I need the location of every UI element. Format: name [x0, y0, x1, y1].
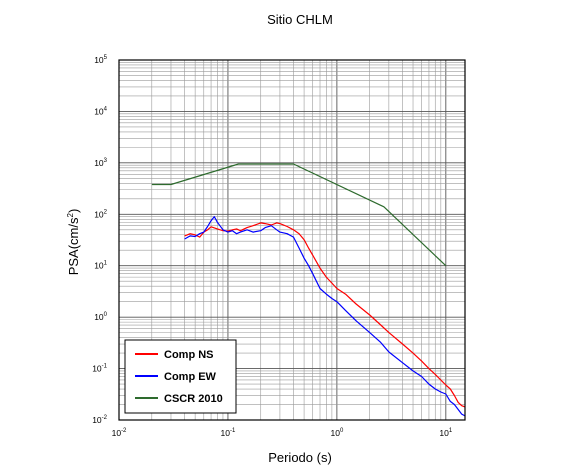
series-line-comp-ns	[184, 222, 466, 408]
chart-title: Sitio CHLM	[267, 12, 333, 27]
legend-label-cscr-2010: CSCR 2010	[164, 393, 223, 405]
plot-frame	[118, 59, 466, 421]
x-tick-label: 101	[439, 428, 452, 438]
legend: Comp NS Comp EW CSCR 2010	[124, 339, 237, 414]
y-tick-label: 103	[94, 158, 107, 168]
y-tick-label: 100	[94, 312, 107, 322]
legend-label-comp-ew: Comp EW	[164, 371, 217, 383]
x-tick-label: 10-2	[112, 428, 127, 438]
series-lines	[151, 163, 466, 417]
y-axis-label-close: )	[66, 209, 81, 213]
x-tick-label: 10-1	[221, 428, 236, 438]
y-tick-label: 102	[94, 209, 107, 219]
y-axis-label-sup: 2	[66, 213, 75, 218]
series-line-cscr-2010	[151, 163, 447, 267]
y-tick-label: 101	[94, 261, 107, 271]
grid	[118, 60, 465, 421]
y-tick-label: 105	[94, 55, 107, 65]
x-tick-labels: 10-2 10-1 100 101	[112, 428, 453, 438]
x-tick-label: 100	[330, 428, 343, 438]
legend-label-comp-ns: Comp NS	[164, 349, 214, 361]
y-axis-label: PSA(cm/s2)	[66, 209, 81, 276]
y-tick-label: 10-2	[92, 415, 107, 425]
series-line-comp-ew	[184, 216, 466, 417]
y-tick-label: 104	[94, 106, 107, 116]
x-axis-label: Periodo (s)	[268, 450, 332, 465]
y-tick-label: 10-1	[92, 364, 107, 374]
y-tick-labels: 10-2 10-1 100 101 102 103 104 105	[92, 55, 107, 425]
y-axis-label-base: PSA(cm/s	[66, 217, 81, 275]
